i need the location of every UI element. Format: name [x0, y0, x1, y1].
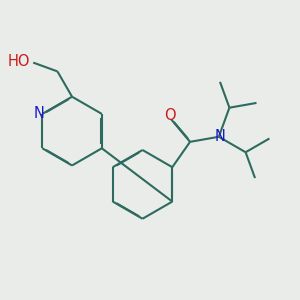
Text: HO: HO	[8, 54, 31, 69]
Text: N: N	[34, 106, 45, 122]
Text: O: O	[164, 108, 176, 123]
Text: N: N	[215, 129, 226, 144]
